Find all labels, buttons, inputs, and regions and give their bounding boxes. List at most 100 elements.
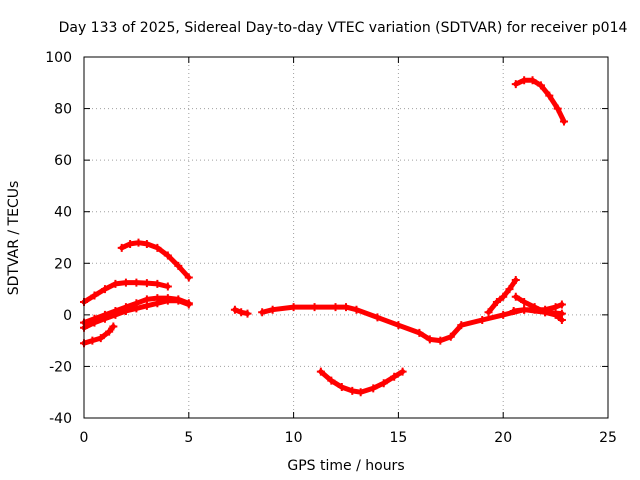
series-trace-8: [318, 369, 406, 395]
x-axis-label: GPS time / hours: [287, 458, 404, 474]
data-point: [268, 305, 277, 314]
data-point: [153, 299, 162, 308]
data-point: [121, 306, 130, 315]
data-point: [520, 76, 529, 85]
data-point: [551, 303, 560, 312]
y-tick-label: 100: [45, 50, 72, 66]
data-point: [90, 318, 99, 327]
data-point: [390, 372, 399, 381]
data-series: [80, 76, 568, 397]
data-point: [337, 383, 346, 392]
series-trace-12: [513, 77, 567, 124]
data-point: [559, 117, 568, 126]
data-point: [553, 104, 562, 113]
data-point: [528, 76, 537, 85]
data-point: [348, 386, 357, 395]
data-point: [88, 336, 97, 345]
data-point: [100, 314, 109, 323]
data-point: [142, 301, 151, 310]
data-point: [536, 81, 545, 90]
data-point: [289, 303, 298, 312]
data-point: [331, 303, 340, 312]
data-point: [492, 297, 501, 306]
y-tick-label: 40: [54, 205, 72, 221]
data-point: [511, 80, 520, 89]
data-point: [379, 379, 388, 388]
x-tick-label: 20: [494, 430, 512, 446]
y-tick-labels: -40 -20 0 20 40 60 80 100: [45, 50, 72, 427]
data-point: [457, 321, 466, 330]
data-point: [352, 305, 361, 314]
x-tick-label: 5: [184, 430, 193, 446]
data-point: [243, 309, 252, 318]
data-point: [530, 305, 539, 314]
data-point: [520, 305, 529, 314]
x-tick-labels: 0 5 10 15 20 25: [80, 430, 617, 446]
y-tick-label: -40: [49, 411, 72, 427]
data-point: [499, 310, 508, 319]
data-point: [369, 384, 378, 393]
data-point: [111, 279, 120, 288]
data-point: [126, 239, 135, 248]
data-point: [134, 238, 143, 247]
grid-lines: [84, 57, 608, 418]
data-point: [446, 332, 455, 341]
data-point: [142, 239, 151, 248]
data-point: [478, 316, 487, 325]
data-point: [499, 292, 508, 301]
data-point: [90, 291, 99, 300]
data-point: [142, 279, 151, 288]
data-point: [356, 388, 365, 397]
data-point: [541, 305, 550, 314]
plot-frame: [83, 56, 609, 419]
y-tick-label: 80: [54, 102, 72, 118]
data-point: [132, 304, 141, 313]
y-tick-label: 0: [63, 308, 72, 324]
data-point: [557, 300, 566, 309]
data-point: [327, 376, 336, 385]
data-point: [109, 322, 118, 331]
data-point: [398, 367, 407, 376]
axis-ticks: [83, 56, 609, 419]
data-point: [509, 306, 518, 315]
y-axis-label: SDTVAR / TECUs: [6, 181, 22, 296]
data-point: [520, 297, 529, 306]
data-point: [184, 300, 193, 309]
x-tick-label: 10: [285, 430, 303, 446]
data-point: [163, 251, 172, 260]
data-point: [342, 303, 350, 312]
data-point: [96, 334, 105, 343]
data-point: [132, 278, 141, 287]
data-point: [373, 313, 382, 322]
data-point: [425, 335, 434, 344]
data-point: [484, 308, 493, 317]
data-point: [163, 282, 172, 291]
data-point: [551, 310, 560, 319]
data-point: [163, 296, 172, 305]
x-tick-label: 0: [80, 430, 89, 446]
data-point: [545, 91, 554, 100]
data-point: [557, 316, 566, 325]
data-point: [505, 285, 514, 294]
data-point: [394, 321, 403, 330]
data-point: [316, 367, 325, 376]
data-point: [121, 278, 130, 287]
data-point: [105, 327, 114, 336]
y-tick-label: -20: [49, 359, 72, 375]
data-point: [436, 336, 445, 345]
data-point: [174, 296, 183, 305]
data-point: [117, 243, 126, 252]
x-tick-label: 15: [389, 430, 407, 446]
data-point: [184, 273, 193, 282]
data-point: [153, 243, 162, 252]
data-point: [415, 328, 424, 337]
data-point: [230, 305, 239, 314]
data-point: [511, 292, 520, 301]
y-tick-label: 60: [54, 153, 72, 169]
y-tick-label: 20: [54, 256, 72, 272]
data-point: [258, 308, 267, 317]
data-point: [111, 310, 120, 319]
chart-title: Day 133 of 2025, Sidereal Day-to-day VTE…: [59, 20, 628, 36]
data-point: [237, 308, 246, 317]
